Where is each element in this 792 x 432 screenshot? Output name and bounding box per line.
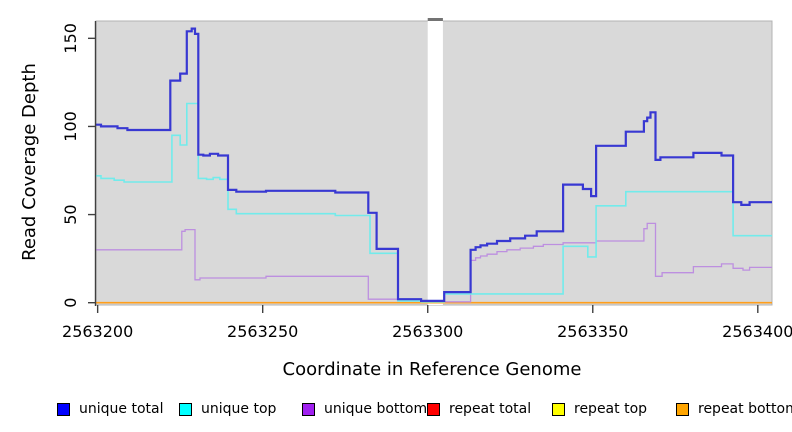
legend-item-repeat-bottom: repeat bottom	[676, 401, 792, 417]
legend-label: repeat total	[449, 401, 532, 417]
y-axis-title: Read Coverage Depth	[19, 63, 40, 261]
x-tick-label: 2563200	[62, 322, 133, 341]
repeat-total-swatch-icon	[427, 402, 440, 416]
repeat-top-swatch-icon	[552, 402, 565, 416]
y-tick-label: 100	[61, 111, 80, 142]
series-unique-top	[96, 102, 772, 303]
unique-bottom-swatch-icon	[302, 402, 315, 416]
y-tick-label: 50	[61, 204, 80, 224]
series-unique-total	[96, 27, 772, 302]
legend-label: unique top	[201, 401, 277, 417]
x-axis-title: Coordinate in Reference Genome	[283, 359, 582, 380]
legend-label: repeat top	[574, 401, 648, 417]
legend-item-unique-top: unique top	[179, 401, 276, 417]
x-tick-label: 2563250	[227, 322, 298, 341]
legend-label: unique bottom	[324, 401, 428, 417]
y-tick-label: 0	[61, 298, 80, 308]
legend-item-repeat-top: repeat top	[552, 401, 647, 417]
legend-item-unique-bottom: unique bottom	[302, 401, 427, 417]
legend-item-repeat-total: repeat total	[427, 401, 531, 417]
series-unique-bottom	[96, 222, 772, 303]
unique-total-swatch-icon	[57, 402, 70, 416]
legend: unique total unique top unique bottom re…	[0, 401, 792, 425]
legend-label: unique total	[79, 401, 164, 417]
y-tick-label: 150	[61, 23, 80, 54]
x-tick-label: 2563350	[557, 322, 628, 341]
repeat-bottom-swatch-icon	[676, 402, 689, 416]
x-tick-label: 2563300	[392, 322, 463, 341]
x-tick-label: 2563400	[722, 322, 792, 341]
masked-region	[427, 21, 443, 305]
masked-region-cap	[427, 18, 443, 21]
legend-item-unique-total: unique total	[57, 401, 163, 417]
unique-top-swatch-icon	[179, 402, 192, 416]
legend-label: repeat bottom	[698, 401, 792, 417]
